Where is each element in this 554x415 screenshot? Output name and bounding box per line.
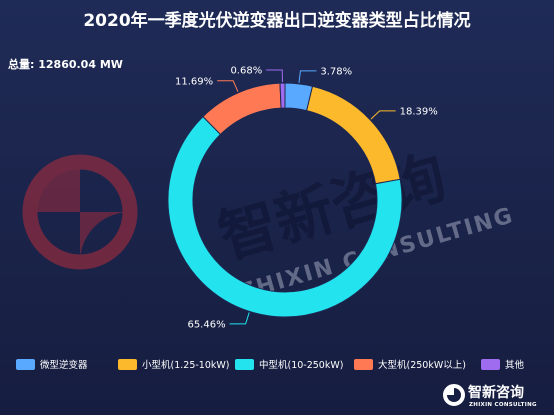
legend-item-medium-inverter[interactable]: 中型机(10-250kW): [235, 357, 343, 371]
legend-label: 其他: [505, 360, 525, 371]
leader-line-micro-inverter: [298, 70, 317, 83]
slice-small-inverter[interactable]: [306, 85, 401, 185]
donut-slices: [167, 82, 403, 318]
legend-item-other[interactable]: 其他: [481, 357, 524, 371]
legend-label: 小型机(1.25-10kW): [142, 360, 230, 371]
legend-item-large-inverter[interactable]: 大型机(250kW以上): [354, 357, 466, 371]
legend-swatch: [16, 358, 35, 370]
leader-line-large-inverter: [217, 80, 239, 92]
legend-swatch: [354, 358, 373, 370]
legend-label: 中型机(10-250kW): [259, 360, 344, 371]
slice-labels: 3.78% 18.39% 65.46% 11.69% 0.68%: [175, 66, 438, 331]
slice-large-inverter[interactable]: [202, 82, 282, 136]
leader-line-small-inverter: [370, 110, 396, 120]
slice-label-micro-inverter: 3.78%: [320, 66, 352, 77]
brand-logo-cn: 智新咨询: [467, 384, 524, 401]
leader-line-medium-inverter: [229, 312, 250, 325]
brand-logo: 智新咨询 ZHIXIN CONSULTING: [443, 384, 537, 408]
legend-item-micro-inverter[interactable]: 微型逆变器: [16, 357, 88, 371]
leader-line-other: [266, 69, 283, 83]
legend-label: 微型逆变器: [40, 360, 88, 371]
legend-label: 大型机(250kW以上): [378, 360, 466, 371]
slice-label-small-inverter: 18.39%: [400, 106, 438, 117]
slice-medium-inverter[interactable]: [167, 115, 403, 318]
slice-other[interactable]: [279, 82, 286, 109]
watermark-logo-icon: [22, 154, 138, 270]
total-label: 总量: 12860.04 MW: [8, 58, 123, 71]
slice-label-large-inverter: 11.69%: [175, 76, 213, 87]
slice-label-medium-inverter: 65.46%: [187, 319, 225, 330]
label-leader-lines: [217, 69, 396, 325]
chart-title: 2020年一季度光伏逆变器出口逆变器类型占比情况: [83, 11, 471, 31]
slice-label-other: 0.68%: [230, 66, 262, 77]
legend-swatch: [235, 358, 254, 370]
legend-item-small-inverter[interactable]: 小型机(1.25-10kW): [118, 357, 229, 371]
legend-swatch: [118, 358, 137, 370]
legend: 微型逆变器 小型机(1.25-10kW) 中型机(10-250kW) 大型机(2…: [8, 357, 548, 373]
brand-logo-en: ZHIXIN CONSULTING: [469, 402, 537, 408]
legend-swatch: [481, 358, 500, 370]
brand-logo-icon: [443, 384, 465, 406]
